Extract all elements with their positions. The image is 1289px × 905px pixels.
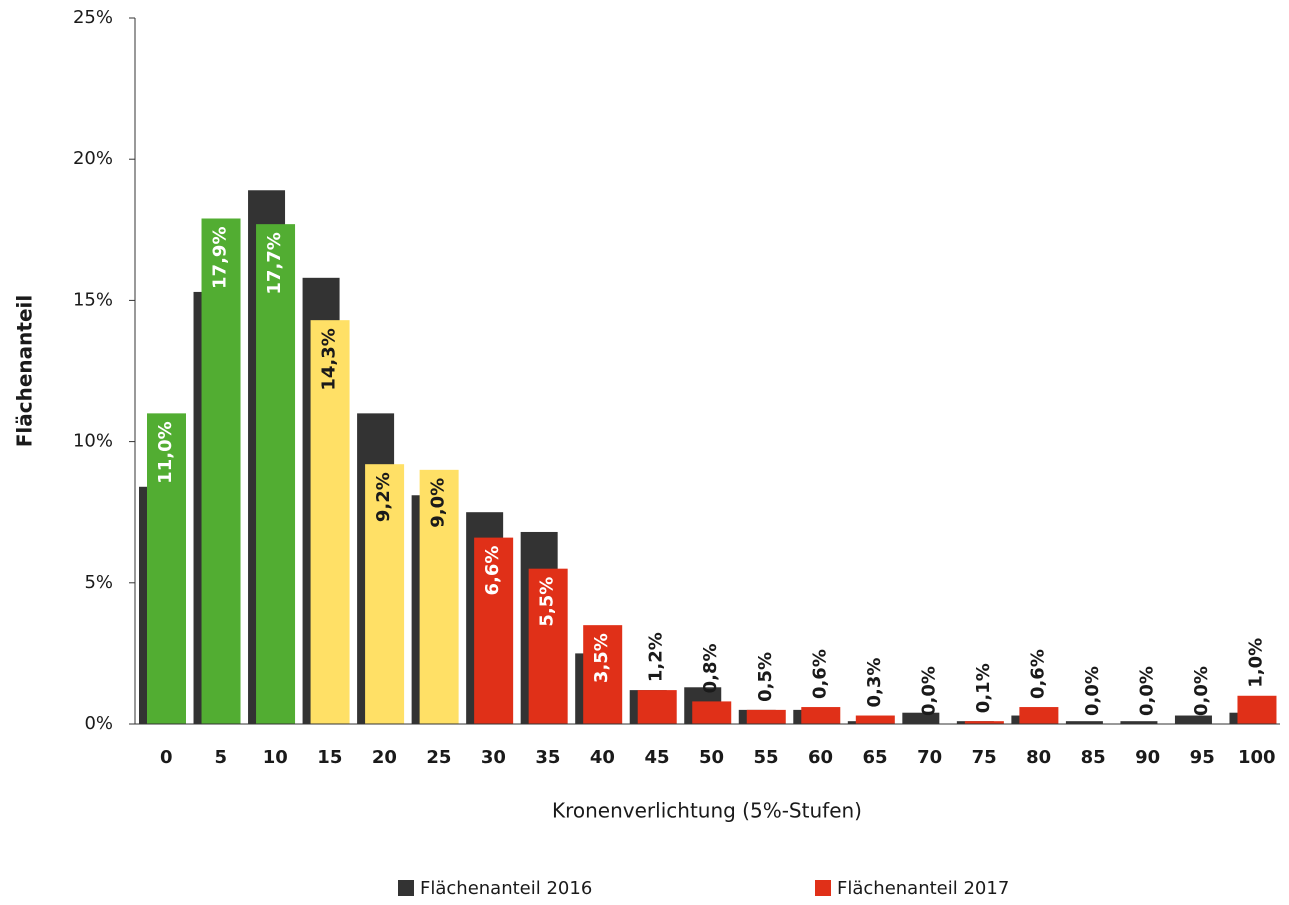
bar-2017 [746,709,786,724]
value-label: 9,0% [428,478,449,528]
x-tick-label: 60 [808,747,833,768]
bar-2017 [474,537,514,724]
x-tick-label: 75 [972,747,997,768]
bar-2017 [1019,707,1059,724]
value-label: 0,6% [1027,649,1048,699]
y-tick-label: 10% [73,431,113,452]
y-tick-label: 5% [84,572,113,593]
x-tick-label: 25 [426,747,451,768]
bar-2017 [1237,695,1277,724]
legend-label: Flächenanteil 2016 [420,878,592,899]
value-label: 1,2% [646,632,667,682]
x-tick-label: 20 [372,747,397,768]
bar-2017 [964,721,1004,724]
y-tick-label: 25% [73,7,113,28]
value-label: 0,5% [755,652,776,702]
x-tick-label: 15 [317,747,342,768]
x-tick-label: 55 [753,747,778,768]
y-tick-label: 0% [84,713,113,734]
value-label: 0,0% [1082,666,1103,716]
bar-2017 [365,464,405,724]
bar-2016 [1120,721,1158,724]
y-tick-label: 15% [73,289,113,310]
y-axis-label: Flächenanteil [13,295,37,447]
bar-2017 [855,715,895,724]
x-axis-label: Kronenverlichtung (5%-Stufen) [552,799,862,823]
bar-2017 [310,320,350,724]
bar-2017 [637,690,677,724]
value-label: 9,2% [373,472,394,522]
value-label: 5,5% [537,577,558,627]
value-label: 0,8% [700,643,721,693]
x-tick-label: 85 [1081,747,1106,768]
legend-label: Flächenanteil 2017 [837,878,1009,899]
x-tick-label: 80 [1026,747,1051,768]
value-label: 14,3% [319,328,340,390]
value-label: 0,0% [1191,666,1212,716]
bar-2017 [256,224,296,725]
value-label: 0,6% [809,649,830,699]
legend-swatch [815,880,831,896]
bar-2017 [419,469,459,724]
x-tick-label: 5 [215,747,228,768]
bar-2017 [147,413,186,724]
value-label: 3,5% [591,633,612,683]
value-label: 0,0% [1136,666,1157,716]
bar-2017 [692,701,732,724]
legend-swatch [398,880,414,896]
bar-2016 [1174,715,1212,724]
value-label: 17,9% [210,227,231,289]
value-label: 0,1% [973,663,994,713]
x-tick-label: 10 [263,747,288,768]
x-tick-label: 40 [590,747,615,768]
x-tick-label: 30 [481,747,506,768]
bar-2017 [801,707,841,724]
value-label: 17,7% [264,232,285,294]
x-tick-label: 35 [535,747,560,768]
x-tick-label: 100 [1238,747,1276,768]
value-label: 0,0% [918,666,939,716]
value-label: 0,3% [864,658,885,708]
x-tick-label: 90 [1135,747,1160,768]
bar-2016 [902,712,940,724]
x-tick-label: 95 [1190,747,1215,768]
x-tick-label: 65 [863,747,888,768]
value-label: 6,6% [482,546,503,596]
bar-2017 [528,568,568,724]
bar-2016 [1065,721,1103,724]
x-tick-label: 0 [160,747,173,768]
bar-2017 [583,625,623,724]
value-label: 1,0% [1245,638,1266,688]
x-tick-label: 50 [699,747,724,768]
y-tick-label: 20% [73,148,113,169]
x-tick-label: 45 [644,747,669,768]
bar-2017 [201,218,241,724]
value-label: 11,0% [155,421,176,483]
x-tick-label: 70 [917,747,942,768]
